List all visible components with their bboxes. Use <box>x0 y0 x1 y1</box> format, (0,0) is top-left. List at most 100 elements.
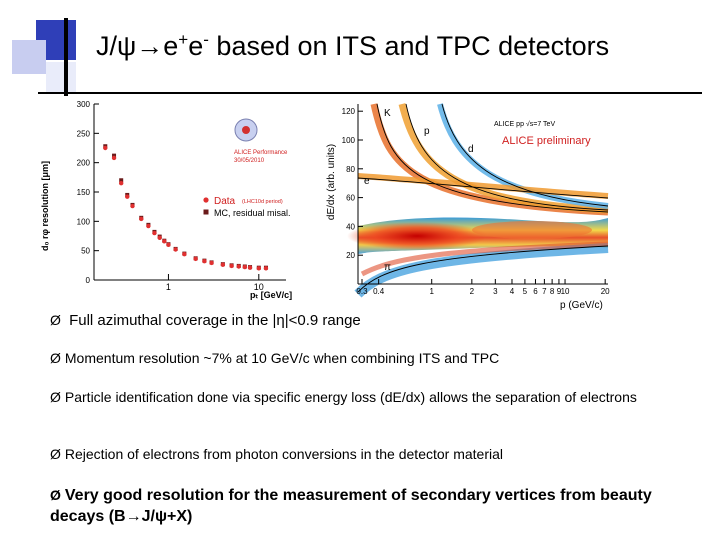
y-axis-label: dE/dx (arb. units) <box>326 144 337 220</box>
legend-mc: MC, residual misal. <box>214 208 291 218</box>
band-label: π <box>384 262 391 273</box>
bullet-text: Rejection of electrons from photon conve… <box>64 446 504 462</box>
x-tick-label: 9 <box>557 287 562 296</box>
data-point <box>209 260 214 266</box>
x-tick-label: 0.3 <box>356 287 368 296</box>
bullet-marker-icon: Ø <box>50 389 61 405</box>
badge-line2: 30/05/2010 <box>234 158 265 164</box>
bullet-text: J/ψ+X) <box>141 508 193 525</box>
data-point <box>242 264 248 270</box>
y-tick-label: 300 <box>77 100 91 109</box>
data-point <box>202 259 207 264</box>
slide-title: J/ψ→e+e- based on ITS and TPC detectors <box>96 30 609 62</box>
y-tick-label: 120 <box>342 107 356 116</box>
decor-square-light <box>12 40 46 74</box>
y-tick-label: 80 <box>346 165 355 174</box>
alice-logo <box>234 118 258 142</box>
data-point <box>103 145 108 151</box>
bullet-item: Ø Momentum resolution ~7% at 10 GeV/c whe… <box>50 349 660 368</box>
legend-data-marker <box>203 197 209 203</box>
title-part: e <box>163 31 179 61</box>
y-tick-label: 150 <box>77 188 91 197</box>
x-tick-label: 6 <box>533 287 538 296</box>
data-point <box>130 203 135 209</box>
data-point <box>139 216 144 222</box>
x-tick-label: 10 <box>254 282 264 292</box>
x-tick-label: 1 <box>166 282 171 292</box>
mc-point <box>112 153 117 158</box>
bullet-marker-icon: Ø <box>50 487 61 503</box>
bullet-text: Momentum resolution ~7% at 10 GeV/c when… <box>64 350 500 366</box>
bullet-item: Ø Very good resolution for the measuremen… <box>50 485 660 527</box>
y-tick-label: 100 <box>77 217 91 226</box>
data-point <box>182 251 187 257</box>
arrow-icon: → <box>136 31 164 61</box>
y-tick-label: 250 <box>77 129 91 138</box>
bullet-marker-icon: Ø <box>50 350 61 366</box>
y-tick-label: 20 <box>346 251 355 260</box>
data-point <box>157 235 162 240</box>
x-tick-label: 8 <box>550 287 555 296</box>
data-point <box>229 263 234 269</box>
decor-vertical-line <box>64 18 68 114</box>
data-point <box>173 247 178 252</box>
legend-data: Data <box>214 196 236 207</box>
y-tick-label: 100 <box>342 136 356 145</box>
x-tick-label: 20 <box>601 287 610 296</box>
resolution-plot: d₀ rφ resolution [μm] 300 250 200 150 100 50 0… <box>36 96 294 306</box>
x-tick-label: 3 <box>493 287 498 296</box>
badge-line1: ALICE Performance <box>234 150 288 156</box>
title-part: based on ITS and TPC detectors <box>208 31 610 61</box>
bullet-item: Ø Rejection of electrons from photon conv… <box>50 445 660 464</box>
bullet-text: Very good resolution for the measurement… <box>50 487 652 525</box>
x-axis-label: p (GeV/c) <box>560 300 603 311</box>
band-label: d <box>468 144 474 155</box>
title-part: e <box>188 31 204 61</box>
bullet-marker-icon: Ø <box>50 446 61 462</box>
title-part: J/ψ <box>96 31 137 61</box>
data-point <box>256 266 262 271</box>
x-tick-label: 1 <box>429 287 434 296</box>
y-tick-label: 0 <box>86 276 91 285</box>
band-label: K <box>384 108 391 119</box>
bullet-item: Ø Full azimuthal coverage in the |η|<0.9… <box>50 311 660 330</box>
x-tick-label: 2 <box>470 287 475 296</box>
decor-square-pale <box>46 62 76 92</box>
data-point <box>162 239 167 244</box>
bullet-item: Ø Particle identification done via specif… <box>50 388 660 407</box>
y-tick-label: 40 <box>346 222 355 231</box>
x-axis-label: pₜ [GeV/c] <box>250 290 292 300</box>
x-tick-label: 7 <box>542 287 547 296</box>
decor-horizontal-line <box>38 92 702 94</box>
y-tick-label: 50 <box>81 247 90 256</box>
x-tick-label: 4 <box>510 287 515 296</box>
data-point <box>193 256 198 262</box>
plot-header: ALICE pp √s=7 TeV <box>494 120 555 128</box>
y-tick-label: 60 <box>346 194 355 203</box>
legend-data-note: (LHC10d period) <box>242 199 283 205</box>
data-point <box>146 223 151 229</box>
x-tick-label: 10 <box>561 287 570 296</box>
x-tick-label: 5 <box>523 287 528 296</box>
preliminary-label: ALICE preliminary <box>502 135 591 147</box>
data-point <box>247 265 253 270</box>
data-point <box>111 155 117 161</box>
legend-mc-marker <box>203 209 209 215</box>
y-tick-label: 200 <box>77 159 91 168</box>
data-point <box>236 264 241 269</box>
band-label: p <box>424 126 430 137</box>
band-label: e <box>364 176 370 187</box>
title-sup: - <box>203 30 209 49</box>
data-point <box>263 266 269 271</box>
y-axis-label: d₀ rφ resolution [μm] <box>40 161 50 251</box>
data-point <box>166 242 171 247</box>
data-point <box>152 230 157 236</box>
data-point <box>125 194 130 199</box>
bullet-text: Full azimuthal coverage in the |η|<0.9 r… <box>69 312 361 329</box>
arrow-icon: → <box>125 508 142 525</box>
bullet-marker-icon: Ø <box>50 312 61 328</box>
data-point <box>220 262 226 267</box>
data-point <box>118 181 124 186</box>
x-tick-label: 0.4 <box>373 287 385 296</box>
